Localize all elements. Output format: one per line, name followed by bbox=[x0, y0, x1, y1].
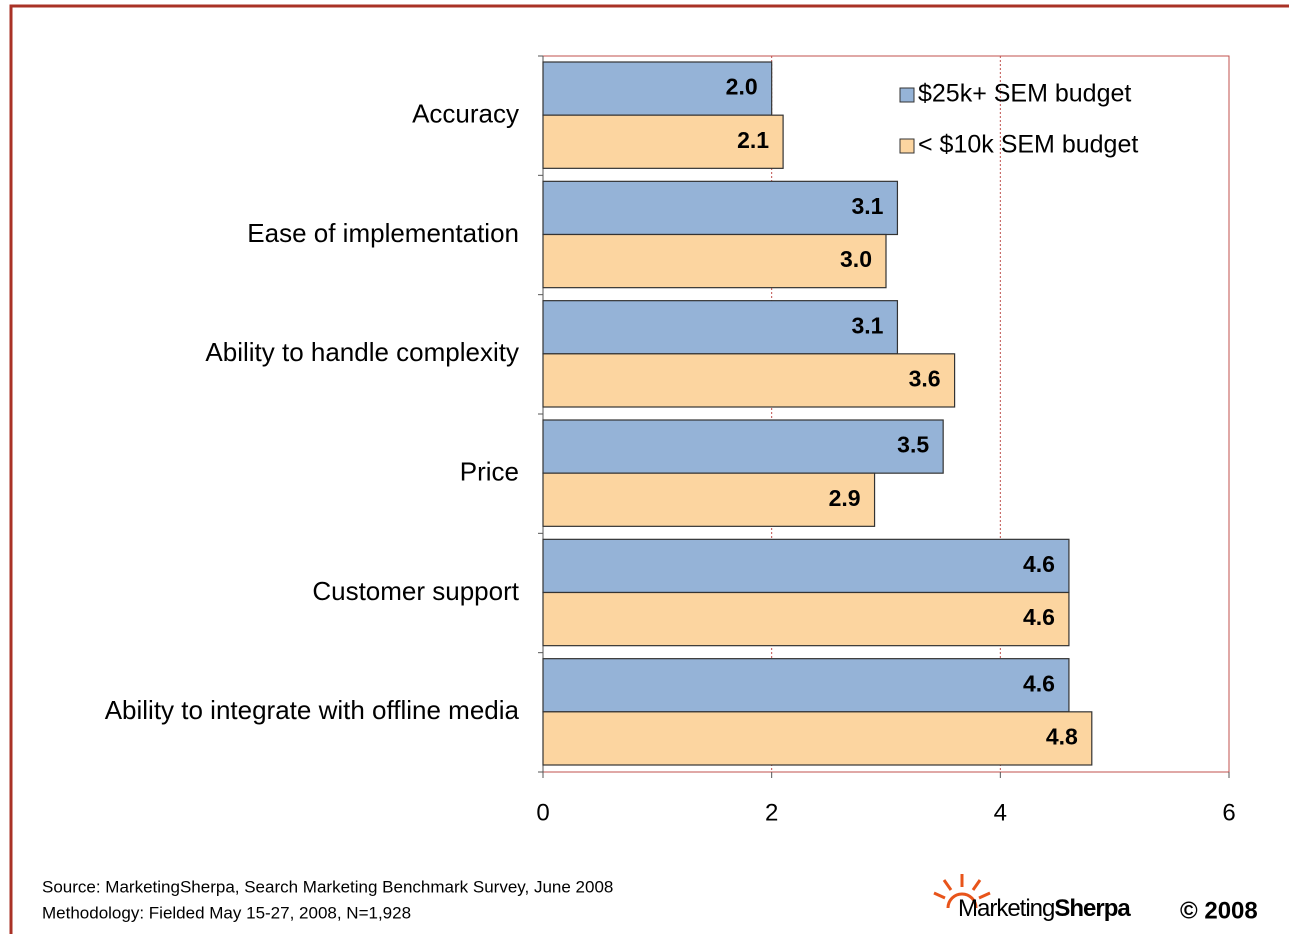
legend-label: $25k+ SEM budget bbox=[918, 80, 1131, 108]
value-label: 2.0 bbox=[726, 74, 758, 100]
y-tick-label: Ability to integrate with offline media bbox=[105, 695, 520, 725]
legend-swatch bbox=[899, 138, 915, 154]
x-tick-label: 6 bbox=[1222, 799, 1235, 826]
value-label: 3.1 bbox=[851, 312, 883, 338]
logo-sun bbox=[933, 874, 991, 909]
bar bbox=[542, 419, 944, 474]
bar bbox=[542, 114, 784, 169]
value-label: 2.9 bbox=[829, 485, 861, 511]
legend-label: < $10k SEM budget bbox=[918, 131, 1138, 159]
y-tick-label: Price bbox=[460, 457, 519, 487]
value-label: 4.6 bbox=[1023, 604, 1055, 630]
bar bbox=[542, 180, 899, 236]
logo: MarketingSherpa © 2008 bbox=[933, 874, 1258, 924]
value-label: 3.6 bbox=[909, 365, 941, 391]
legend-swatch bbox=[899, 87, 915, 103]
x-tick-label: 4 bbox=[994, 799, 1007, 826]
bar bbox=[542, 658, 1070, 713]
source-note: Source: MarketingSherpa, Search Marketin… bbox=[42, 877, 613, 896]
x-tick-label: 2 bbox=[765, 799, 778, 826]
bar bbox=[542, 233, 887, 289]
frame bbox=[9, 4, 1289, 934]
value-label: 3.5 bbox=[897, 432, 929, 458]
bar bbox=[542, 61, 773, 116]
logo-text: MarketingSherpa bbox=[958, 895, 1131, 922]
bar bbox=[542, 538, 1070, 594]
y-tick-label: Accuracy bbox=[412, 99, 519, 129]
value-label: 4.6 bbox=[1023, 551, 1055, 577]
bar bbox=[542, 353, 956, 408]
value-label: 4.8 bbox=[1046, 723, 1078, 749]
value-label: 3.0 bbox=[840, 246, 872, 272]
value-label: 3.1 bbox=[851, 193, 883, 219]
value-label: 4.6 bbox=[1023, 670, 1055, 696]
bar bbox=[542, 472, 876, 527]
x-tick-label: 0 bbox=[536, 799, 549, 826]
y-tick-label: Ability to handle complexity bbox=[205, 337, 519, 367]
copyright: © 2008 bbox=[1180, 897, 1258, 924]
bar bbox=[542, 300, 899, 355]
logo-light: Marketing bbox=[958, 895, 1054, 922]
y-tick-label: Ease of implementation bbox=[247, 218, 519, 248]
logo-bold: Sherpa bbox=[1054, 895, 1131, 922]
value-label: 2.1 bbox=[737, 127, 769, 153]
methodology-note: Methodology: Fielded May 15-27, 2008, N=… bbox=[42, 903, 411, 922]
bar bbox=[542, 591, 1070, 647]
y-tick-label: Customer support bbox=[312, 576, 519, 606]
bar bbox=[542, 711, 1093, 766]
